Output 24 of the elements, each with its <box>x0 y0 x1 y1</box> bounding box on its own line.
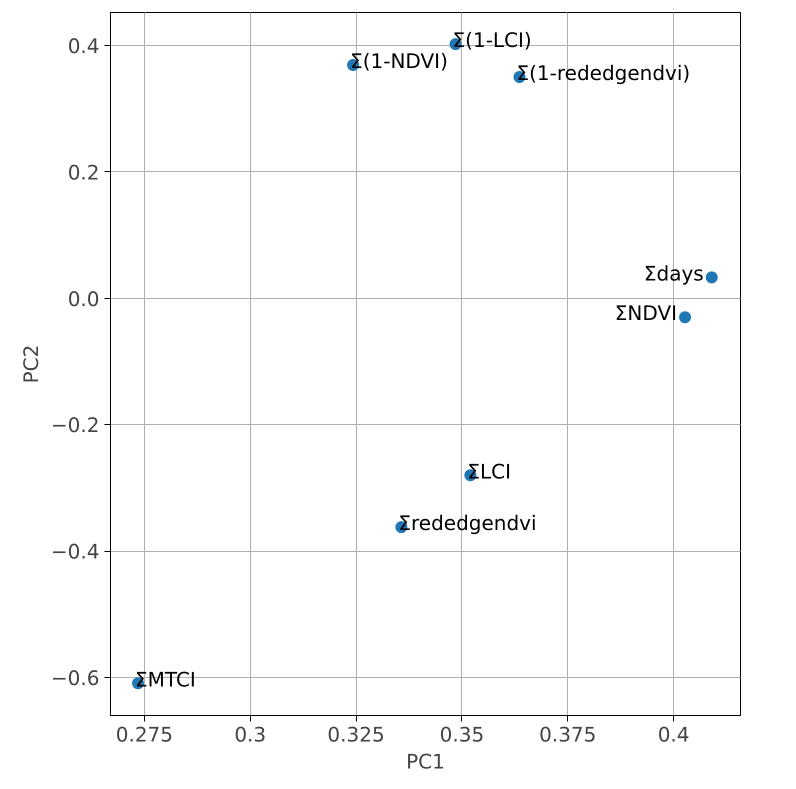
annotation: ΣNDVI <box>614 301 678 326</box>
y-axis-title: PC2 <box>18 344 43 384</box>
annotation: Σ(1-NDVI) <box>350 48 448 73</box>
annotation: ΣLCI <box>467 459 512 484</box>
annotation: Σdays <box>644 261 704 286</box>
x-tick-label: 0.325 <box>327 722 385 746</box>
y-tick-label: 0.2 <box>68 160 100 184</box>
y-tick-label: 0.4 <box>68 34 100 58</box>
x-tick-label: 0.275 <box>116 722 174 746</box>
annotation: ΣMTCI <box>135 667 196 692</box>
x-tick-label: 0.3 <box>234 722 266 746</box>
x-tick-label: 0.4 <box>658 722 690 746</box>
x-tick-label: 0.35 <box>440 722 484 746</box>
y-tick-label: −0.6 <box>50 666 100 690</box>
y-tick-label: 0.0 <box>68 286 100 311</box>
x-tick-label: 0.375 <box>539 722 596 746</box>
point <box>679 311 692 324</box>
annotation: Σ(1-LCI) <box>452 28 532 52</box>
y-tick-label: −0.4 <box>50 540 100 564</box>
y-tick-label: −0.2 <box>50 413 100 438</box>
point <box>706 271 718 284</box>
annotation: Σ(1-rededgendvi) <box>516 60 690 85</box>
x-axis-title: PC1 <box>406 750 445 774</box>
annotation: Σrededgendvi <box>398 511 537 536</box>
